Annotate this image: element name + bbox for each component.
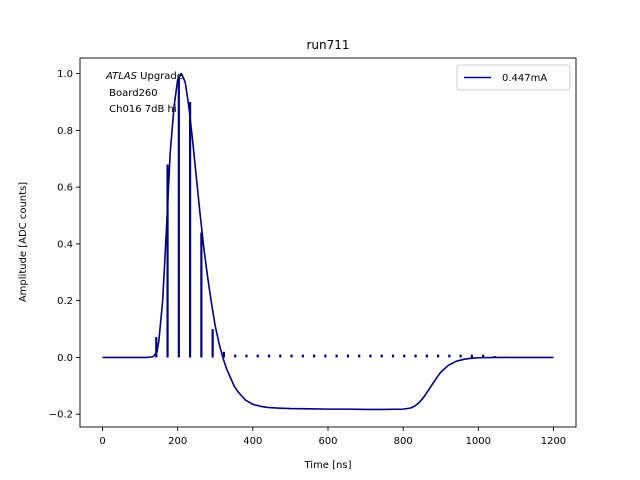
annotation-atlas: ATLAS bbox=[105, 71, 138, 82]
y-tick-label: 0.6 bbox=[57, 183, 73, 194]
x-tick-label: 400 bbox=[243, 436, 262, 447]
x-tick-label: 800 bbox=[394, 436, 413, 447]
x-tick-label: 0 bbox=[99, 436, 105, 447]
chart-title: run711 bbox=[306, 38, 349, 52]
x-axis-title: Time [ns] bbox=[303, 460, 351, 471]
axes-layer: 0 200 400 600 800 1000 1200 −0.2 0.0 0.2 0.4 0.6 0.8… bbox=[49, 57, 577, 447]
y-axis-title: Amplitude [ADC counts] bbox=[18, 182, 29, 302]
y-tick-label: 0.8 bbox=[57, 126, 73, 137]
annotation-line-3: Ch016 7dB hi bbox=[106, 104, 177, 115]
series-line bbox=[102, 72, 554, 411]
x-tick-label: 1000 bbox=[466, 436, 491, 447]
x-tick-label: 1200 bbox=[541, 436, 566, 447]
x-tick-label: 200 bbox=[168, 436, 187, 447]
annotation: ATLAS Upgrade Board260 Ch016 7dB hi bbox=[105, 71, 183, 115]
plot-area: 0 200 400 600 800 1000 1200 −0.2 0.0 0.2 0.4 0.6 0.8… bbox=[49, 57, 577, 447]
y-tick-label: 1.0 bbox=[57, 69, 73, 80]
y-tick-label: 0.2 bbox=[57, 296, 73, 307]
y-tick-label: 0.0 bbox=[57, 353, 73, 364]
legend-label: 0.447mA bbox=[502, 73, 547, 84]
annotation-upgrade: Upgrade bbox=[137, 71, 183, 82]
x-tick-label: 600 bbox=[318, 436, 337, 447]
annotation-line-1: ATLAS Upgrade bbox=[105, 71, 183, 82]
legend-frame bbox=[456, 64, 571, 91]
annotation-line-2: Board260 bbox=[106, 88, 158, 99]
legend: 0.447mA bbox=[456, 64, 571, 91]
y-tick-label: −0.2 bbox=[49, 410, 73, 421]
y-tick-label: 0.4 bbox=[57, 239, 73, 250]
series-layer bbox=[102, 72, 554, 411]
